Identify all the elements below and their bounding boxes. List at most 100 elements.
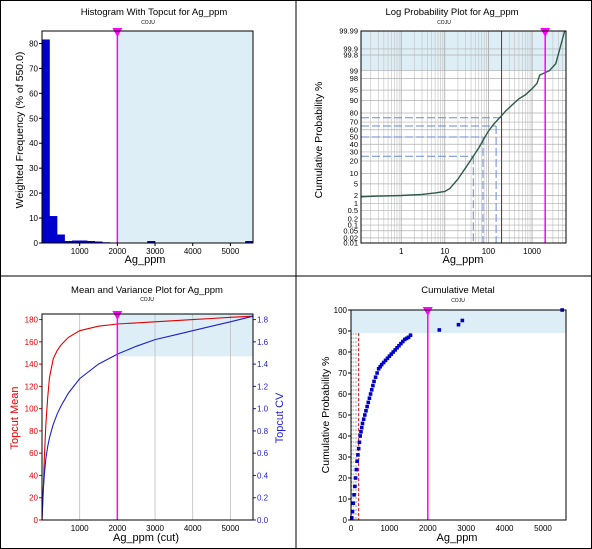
meanvar-y-ticks: 0 20 40 60 80 100 120 140 160 180 [25, 316, 42, 525]
metal-title: Cumulative Metal [421, 285, 494, 296]
metal-point [351, 501, 356, 505]
metal-point [354, 467, 359, 472]
metal-subtitle: COJU [451, 298, 465, 304]
logprob-y-tick-label: 60 [350, 125, 358, 134]
metal-point [401, 339, 405, 344]
histogram-x-tick-label: 5000 [221, 247, 239, 256]
logprob-y-ticks: 0.010.020.050.10.20.512 510 20304050607080… [339, 27, 358, 248]
logprob-y-tick-label: 10 [350, 169, 358, 178]
metal-point [367, 396, 372, 400]
histogram-y-label: Weighted Frequency (% of 550.0) [14, 52, 26, 209]
logprob-y-tick-label: 40 [350, 140, 358, 149]
metal-point [408, 333, 413, 337]
metal-x-tick-label: 1000 [380, 524, 398, 533]
meanvar-y2-tick-label: 1.4 [257, 360, 269, 369]
metal-y-tick-label: 20 [338, 474, 347, 483]
metal-point [406, 335, 411, 340]
histogram-bar-1 [49, 216, 58, 244]
histogram-y-tick-label: 70 [29, 64, 38, 73]
metal-point [378, 364, 382, 369]
histogram-x-tick-label: 4000 [184, 247, 202, 256]
metal-point [385, 356, 390, 361]
meanvar-mean-line [41, 315, 254, 521]
meanvar-y2-tick-label: 1.2 [257, 382, 269, 391]
metal-x-tick-label: 5000 [534, 524, 552, 533]
metal-point [355, 459, 359, 463]
logprob-y-tick-label: 99.8 [343, 51, 358, 60]
metal-point [373, 375, 378, 379]
histogram-topcut-marker[interactable] [112, 28, 123, 37]
histogram-plot-frame [41, 30, 254, 244]
metal-point [456, 322, 461, 327]
metal-point [387, 354, 392, 358]
histogram-bars [41, 39, 254, 244]
logprob-x-label: Ag_ppm [443, 254, 484, 266]
histogram-title: Histogram With Topcut for Ag_ppm [81, 7, 228, 18]
meanvar-y-tick-label: 40 [29, 471, 38, 480]
metal-point [363, 413, 367, 417]
meanvar-y2-tick-label: 0.0 [257, 516, 269, 525]
meanvar-x-tick-label: 2000 [108, 524, 126, 533]
metal-shade [351, 310, 566, 334]
metal-x-tick-label: 0 [349, 524, 354, 533]
meanvar-y-tick-label: 80 [29, 427, 38, 436]
logprob-title: Log Probability Plot for Ag_ppm [385, 7, 518, 18]
histogram-y-tick-label: 60 [29, 89, 38, 98]
histogram-y-tick-label: 30 [29, 164, 38, 173]
metal-point [353, 484, 357, 489]
metal-topcut-marker[interactable] [422, 307, 433, 316]
logprob-panel: Log Probability Plot for Ag_ppm COJU 1 10… [313, 7, 567, 266]
metal-point [375, 371, 379, 375]
logprob-y-tick-label: 1 [354, 199, 358, 208]
meanvar-y2-tick-label: 0.2 [257, 494, 269, 503]
meanvar-x-tick-label: 3000 [146, 524, 164, 533]
metal-point [352, 493, 356, 497]
metal-point [365, 404, 369, 409]
metal-point [353, 476, 358, 480]
metal-point [460, 318, 465, 323]
metal-point [404, 336, 409, 341]
histogram-bar-0 [41, 39, 50, 244]
metal-y-tick-label: 10 [338, 495, 347, 504]
logprob-y-tick-label: 99.99 [339, 27, 358, 36]
logprob-x-tick-label: 10 [440, 247, 449, 256]
meanvar-topcut-marker[interactable] [112, 311, 123, 320]
meanvar-x-tick-label: 1000 [71, 524, 89, 533]
metal-point [389, 352, 394, 356]
logprob-x-tick-label: 1000 [523, 247, 541, 256]
meanvar-plot-frame [41, 313, 254, 521]
histogram-bar-2 [56, 234, 65, 244]
histogram-y-tick-label: 20 [29, 189, 38, 198]
metal-point [368, 392, 373, 396]
logprob-subtitle: COJU [437, 20, 451, 26]
logprob-y-tick-label: 70 [350, 118, 358, 127]
histogram-y-tick-label: 50 [29, 114, 38, 123]
metal-x-ticks: 0 1000 2000 3000 4000 5000 [349, 524, 553, 533]
meanvar-x-tick-label: 5000 [221, 524, 239, 533]
metal-point [381, 360, 386, 365]
metal-point [437, 328, 442, 332]
metal-point [360, 421, 365, 426]
logprob-topcut-marker[interactable] [540, 28, 551, 37]
logprob-y-tick-label: 5 [354, 179, 358, 188]
histogram-y-tick-label: 40 [29, 139, 38, 148]
histogram-y-tick-label: 80 [29, 39, 38, 48]
metal-point [357, 440, 362, 445]
metal-point [371, 383, 375, 388]
logprob-x-tick-label: 100 [482, 247, 496, 256]
metal-y-tick-label: 40 [338, 432, 347, 441]
metal-x-tick-label: 4000 [496, 524, 514, 533]
metal-points [349, 308, 564, 520]
logprob-guides [361, 117, 503, 243]
histogram-y-ticks: 0 10 20 30 40 50 60 70 80 [29, 39, 42, 248]
meanvar-y-tick-label: 20 [29, 494, 38, 503]
meanvar-cv-line [41, 315, 254, 521]
metal-point [358, 434, 363, 438]
histogram-subtitle: COJU [141, 20, 155, 26]
metal-point [366, 400, 371, 405]
metal-point [359, 430, 363, 434]
logprob-y-tick-label: 20 [350, 157, 358, 166]
metal-y-tick-label: 70 [338, 369, 347, 378]
metal-point [395, 346, 399, 350]
